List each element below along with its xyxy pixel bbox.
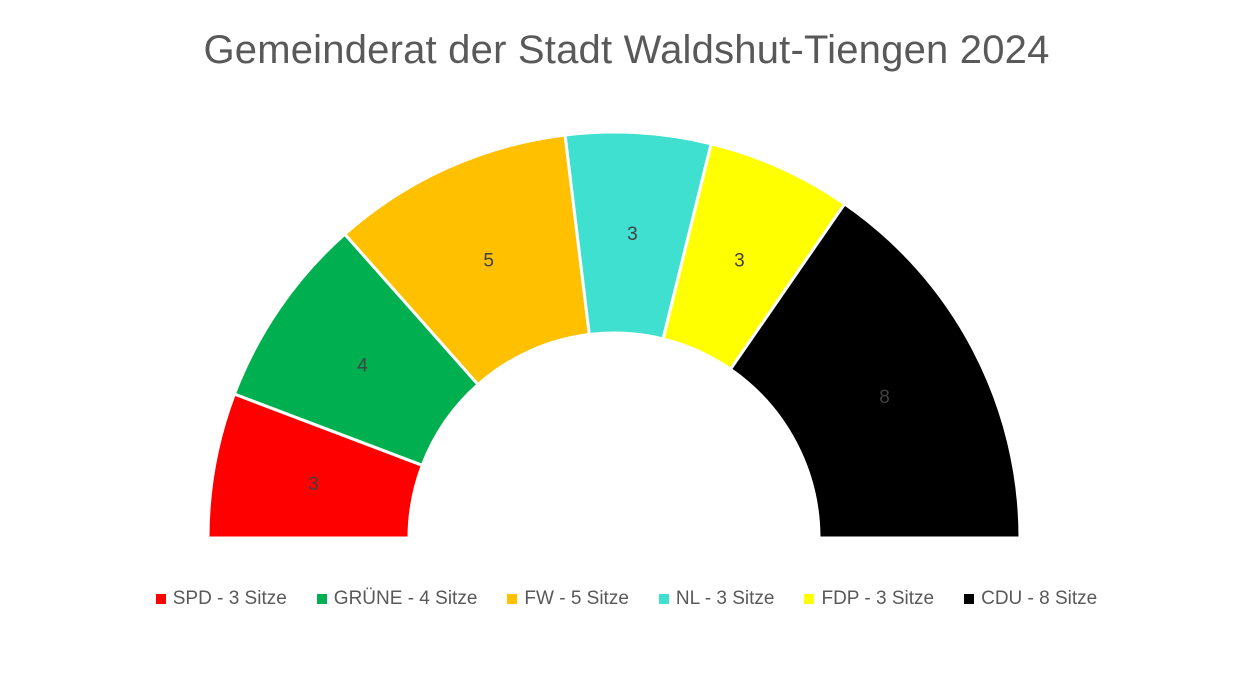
legend-label: CDU - 8 Sitze — [981, 588, 1098, 609]
legend-swatch — [507, 594, 518, 604]
legend-item-grüne: GRÜNE - 4 Sitze — [316, 588, 478, 610]
chart-title: Gemeinderat der Stadt Waldshut-Tiengen 2… — [203, 28, 1050, 72]
legend-swatch — [658, 594, 669, 604]
legend-label: FDP - 3 Sitze — [821, 588, 935, 609]
legend-label: FW - 5 Sitze — [524, 588, 629, 609]
legend-swatch — [964, 594, 975, 604]
chart-slices — [206, 130, 1022, 540]
legend-swatch — [804, 594, 815, 604]
legend-item-spd: SPD - 3 Sitze — [155, 588, 287, 610]
data-label-grüne: 4 — [357, 355, 368, 376]
chart-data-labels: 3 4 5 3 3 8 — [308, 224, 890, 495]
legend-label: GRÜNE - 4 Sitze — [333, 588, 478, 609]
legend-label: SPD - 3 Sitze — [172, 588, 287, 609]
legend-item-fw: FW - 5 Sitze — [507, 588, 629, 610]
legend-item-nl: NL - 3 Sitze — [658, 588, 775, 610]
legend-label: NL - 3 Sitze — [675, 588, 775, 609]
data-label-fw: 5 — [483, 250, 494, 271]
data-label-nl: 3 — [627, 224, 638, 245]
data-label-fdp: 3 — [734, 250, 745, 271]
legend-item-fdp: FDP - 3 Sitze — [804, 588, 934, 610]
data-label-spd: 3 — [308, 474, 319, 495]
slice-cdu — [728, 202, 1022, 540]
legend-item-cdu: CDU - 8 Sitze — [964, 588, 1097, 610]
chart-legend: SPD - 3 Sitze GRÜNE - 4 Sitze FW - 5 Sitze… — [0, 588, 1253, 610]
data-label-cdu: 8 — [879, 387, 890, 408]
legend-swatch — [316, 594, 327, 604]
legend-swatch — [155, 594, 166, 604]
